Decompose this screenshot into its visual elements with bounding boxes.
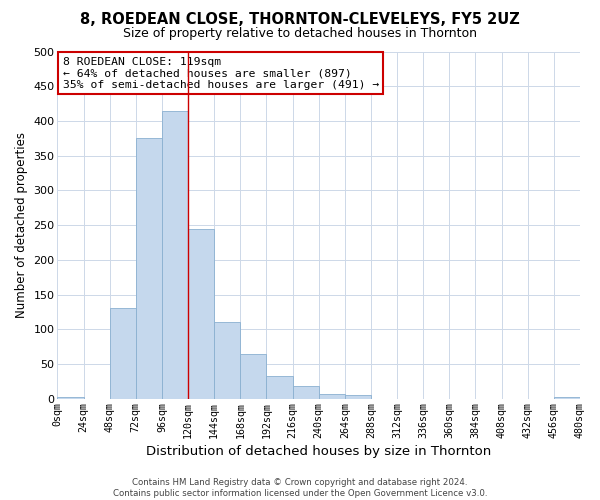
Bar	[266, 376, 293, 399]
Bar	[554, 398, 580, 399]
Text: 8, ROEDEAN CLOSE, THORNTON-CLEVELEYS, FY5 2UZ: 8, ROEDEAN CLOSE, THORNTON-CLEVELEYS, FY…	[80, 12, 520, 28]
Bar	[345, 396, 371, 399]
Bar	[110, 308, 136, 399]
Bar	[188, 228, 214, 399]
Text: 8 ROEDEAN CLOSE: 119sqm
← 64% of detached houses are smaller (897)
35% of semi-d: 8 ROEDEAN CLOSE: 119sqm ← 64% of detache…	[62, 56, 379, 90]
Bar	[58, 398, 83, 399]
Text: Size of property relative to detached houses in Thornton: Size of property relative to detached ho…	[123, 28, 477, 40]
X-axis label: Distribution of detached houses by size in Thornton: Distribution of detached houses by size …	[146, 444, 491, 458]
Bar	[293, 386, 319, 399]
Bar	[319, 394, 345, 399]
Bar	[162, 110, 188, 399]
Text: Contains HM Land Registry data © Crown copyright and database right 2024.
Contai: Contains HM Land Registry data © Crown c…	[113, 478, 487, 498]
Bar	[136, 138, 162, 399]
Bar	[214, 322, 241, 399]
Y-axis label: Number of detached properties: Number of detached properties	[15, 132, 28, 318]
Bar	[241, 354, 266, 399]
